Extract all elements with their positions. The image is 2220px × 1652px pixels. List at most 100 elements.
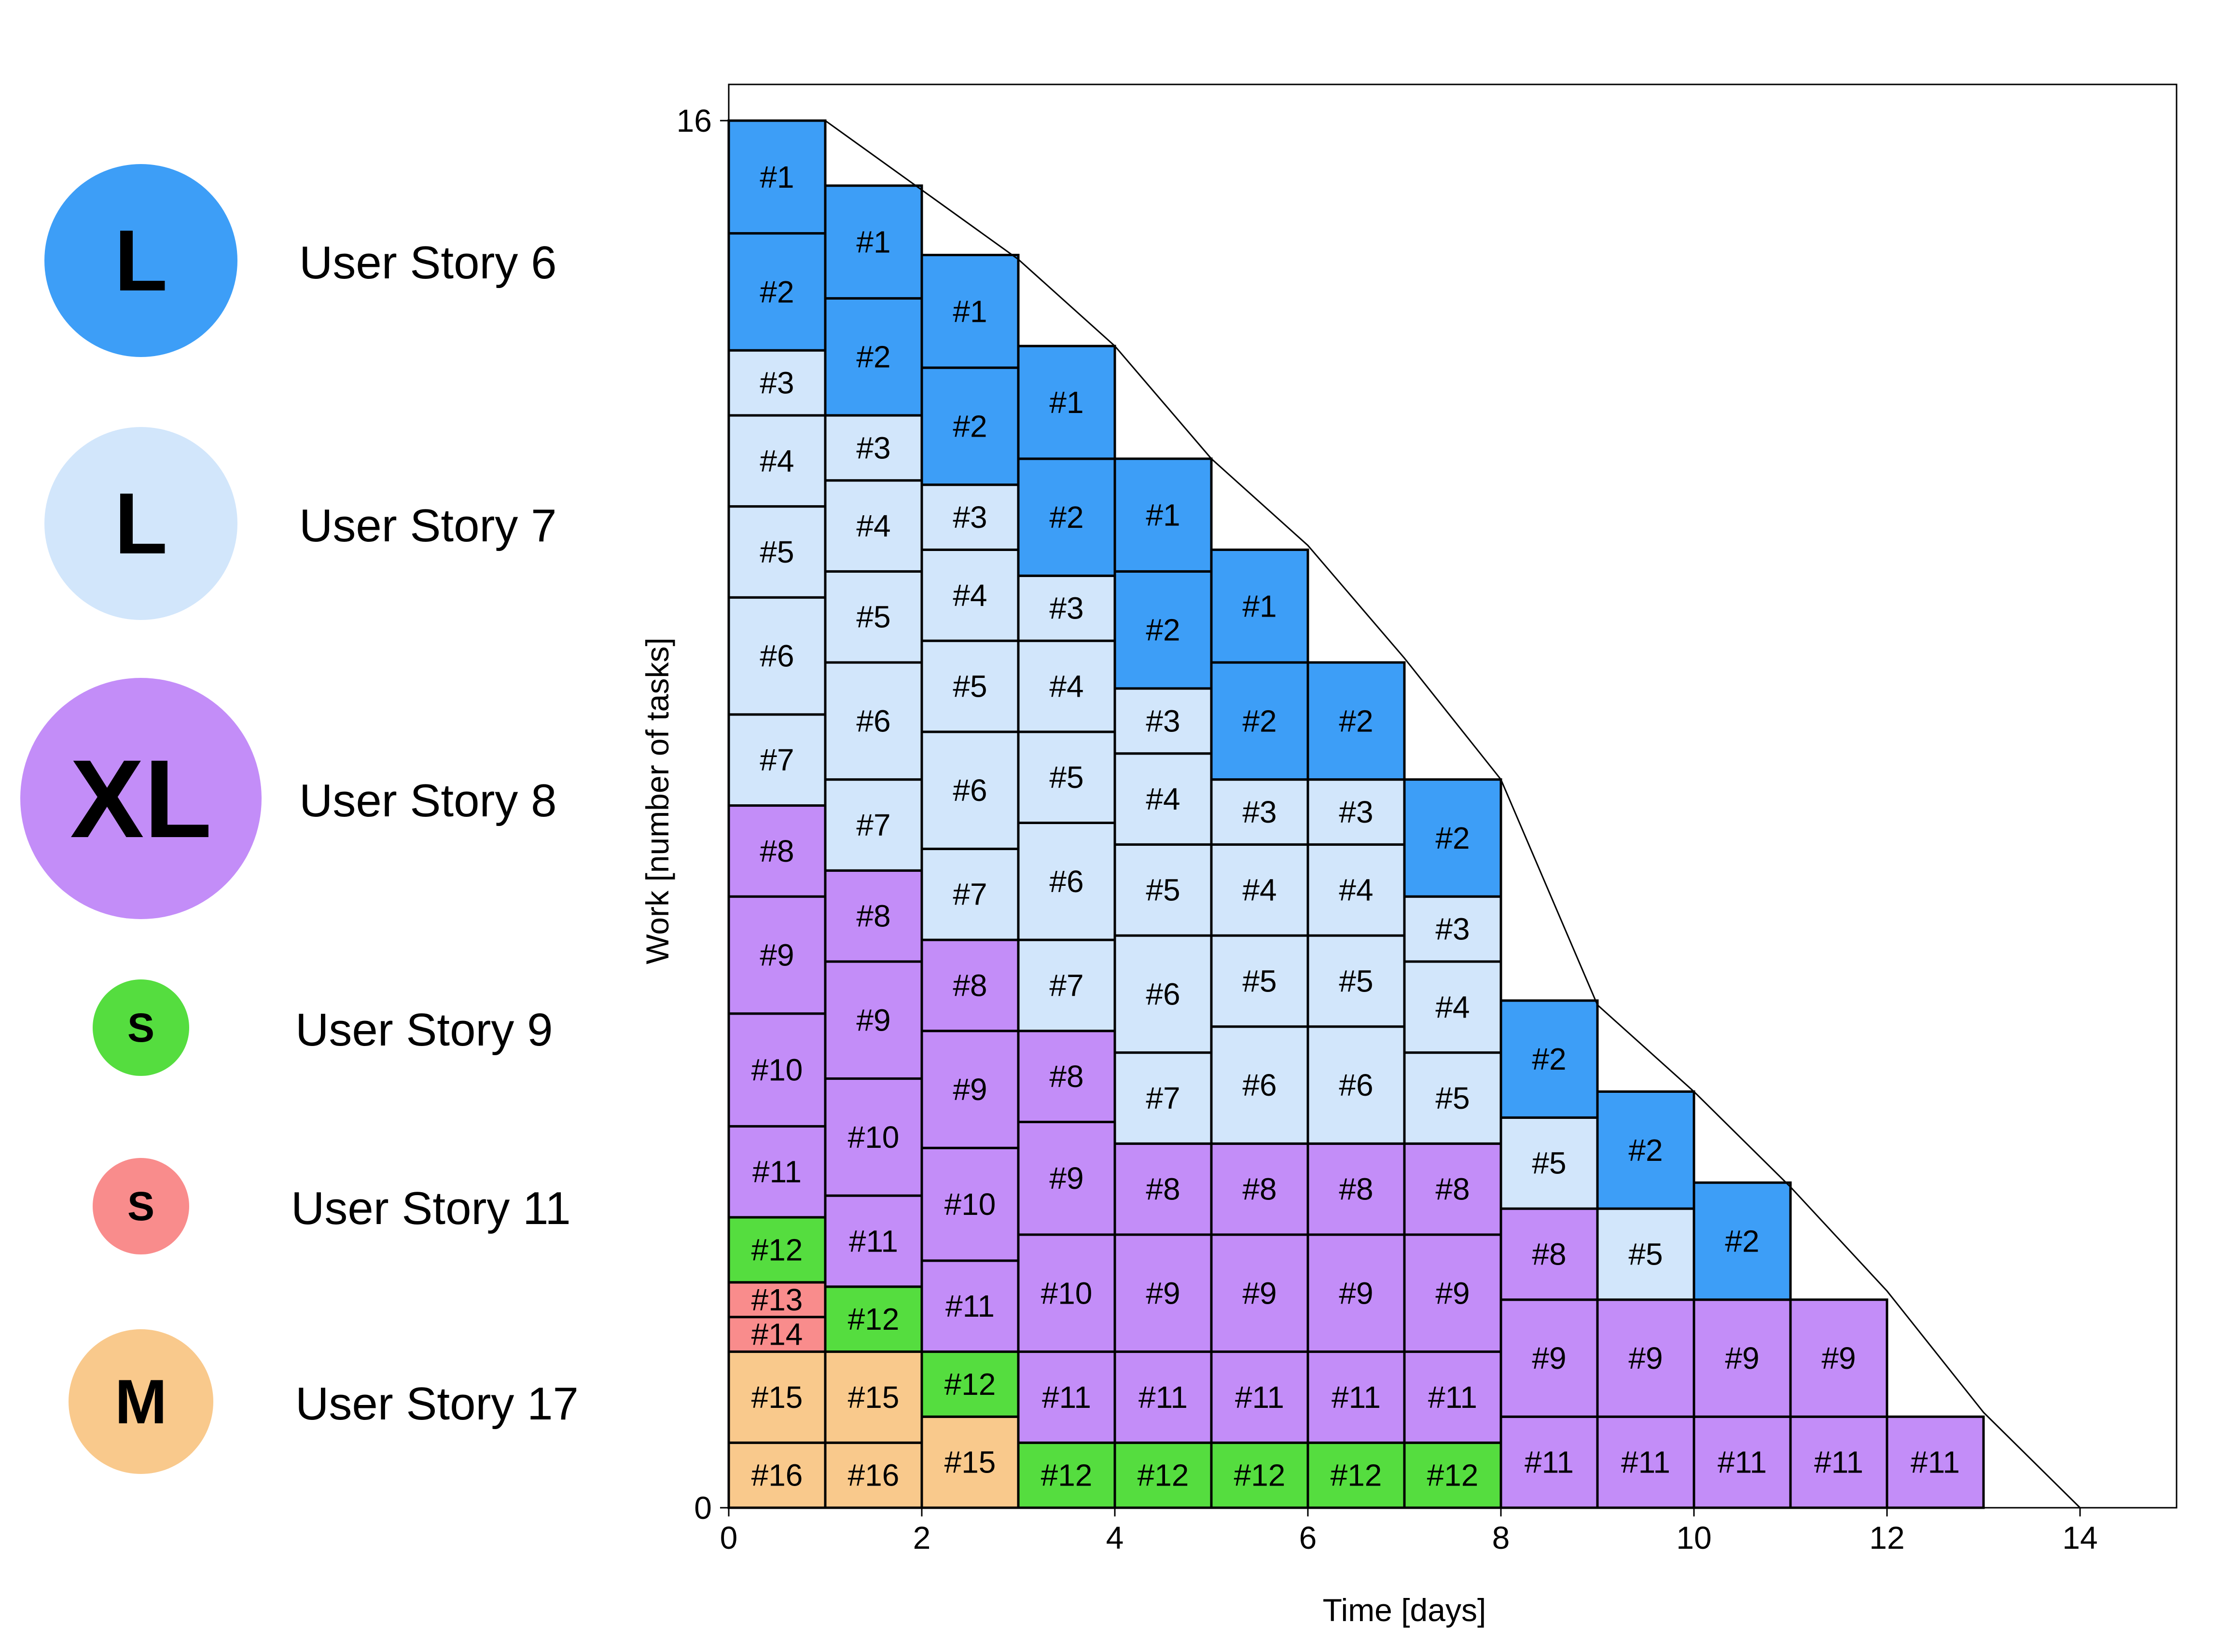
task-block-label: #1 [1049,385,1083,420]
task-block-label: #11 [1042,1380,1091,1415]
y-tick-label: 16 [677,103,712,138]
task-block-label: #2 [1532,1042,1566,1076]
task-block-label: #1 [856,225,890,260]
task-block-label: #2 [1049,500,1083,535]
task-block-label: #2 [1435,821,1470,855]
task-block [824,297,923,417]
task-block-label: #11 [1814,1445,1863,1480]
task-block [1017,1441,1116,1509]
task-block-label: #12 [1427,1458,1479,1493]
task-block [1306,843,1406,937]
trend-line [825,120,2081,1509]
task-block [920,639,1020,733]
task-block-label: #5 [1628,1237,1663,1271]
task-block [1499,1207,1599,1301]
legend-story-label: User Story 8 [299,775,557,826]
task-block-label: #8 [953,968,987,1003]
legend-size-badge: XL [20,678,262,919]
task-block [920,1146,1020,1262]
task-block-label: #6 [1339,1068,1373,1102]
task-block [1017,639,1116,733]
task-block [1306,1233,1406,1353]
task-block-label: #10 [751,1053,803,1088]
legend-story-label: User Story 7 [299,500,557,551]
task-block-label: #9 [1725,1341,1759,1376]
task-block [727,505,827,599]
task-block-label: #10 [848,1120,900,1155]
task-block-label: #3 [1049,591,1083,626]
task-block-label: #2 [1339,703,1373,738]
x-tick-label: 10 [1676,1520,1711,1556]
task-block-label: #9 [1146,1276,1180,1310]
task-block [1499,999,1599,1119]
task-block [1499,1298,1599,1418]
task-block [1113,934,1213,1054]
task-block [727,1350,827,1444]
task-block [824,1194,923,1288]
task-block-label: #4 [953,578,987,613]
task-block [1693,1298,1792,1418]
task-block-label: #6 [1049,864,1083,899]
task-block [1789,1415,1888,1509]
y-axis-ticks: 0 16 [677,103,729,1526]
task-block [1017,730,1116,824]
task-block-label: #12 [1138,1458,1189,1493]
task-block [1693,1181,1792,1301]
task-block-label: #8 [1339,1172,1373,1207]
task-block-label: #2 [760,275,794,309]
task-block-label: #12 [944,1367,996,1402]
task-block-label: #10 [944,1187,996,1222]
task-block-label: #2 [1146,613,1180,647]
x-axis-ticks: 0 2 4 6 8 10 12 14 [720,1508,2098,1556]
task-block [1210,1142,1309,1236]
legend-size-badge: S [93,979,189,1076]
task-block [1017,1233,1116,1353]
task-block-label: #8 [1435,1172,1470,1207]
task-block-label: #4 [1435,990,1470,1024]
task-block-label: #3 [1435,912,1470,947]
task-block-label: #9 [1049,1161,1083,1196]
task-block-label: #2 [1628,1133,1663,1168]
x-tick-label: 14 [2062,1520,2097,1556]
task-block-label: #8 [1049,1059,1083,1094]
task-block-label: #11 [945,1289,995,1323]
task-block-label: #9 [953,1072,987,1107]
task-block [1789,1298,1888,1418]
task-block [1210,548,1309,664]
task-block-label: #12 [751,1232,803,1267]
task-block [920,1259,1020,1353]
task-block [920,548,1020,642]
task-block-label: #1 [1146,498,1180,533]
x-tick-label: 8 [1492,1520,1510,1556]
task-blocks: #16 #15 #14#13 #12 #11 #10 #9 #8 #7 #6 #5 #4 #3 #2 #1 #… [727,119,1985,1509]
task-block-label: #5 [760,535,794,569]
task-block-label: #12 [848,1302,900,1336]
task-block-label: #5 [953,669,987,703]
task-block-label: #14 [751,1317,803,1352]
task-block-label: #6 [953,773,987,808]
task-block [1113,752,1213,846]
task-block-label: #12 [1331,1458,1382,1493]
legend-story-label: User Story 17 [295,1378,579,1430]
task-block [824,1285,923,1353]
task-block-label: #15 [944,1445,996,1480]
task-block-label: #9 [1435,1276,1470,1310]
legend-size-badge: L [44,164,237,357]
task-block-label: #5 [1532,1146,1566,1181]
x-tick-label: 0 [720,1520,738,1556]
y-tick-label: 0 [694,1490,712,1526]
task-block-label: #4 [1339,873,1373,908]
task-block-label: #8 [760,834,794,868]
legend-size-badge: M [69,1329,213,1474]
task-block [1210,778,1309,846]
task-block-label: #3 [953,500,987,535]
task-block-label: #7 [1049,968,1083,1003]
task-block-label: #8 [856,899,890,934]
task-block-label: #4 [760,443,794,478]
task-block [920,483,1020,551]
task-block-label: #13 [751,1282,803,1317]
task-block-label: #15 [751,1380,803,1415]
trend-line-layer [825,120,2081,1509]
task-block-label: #15 [848,1380,900,1415]
task-block-label: #9 [1821,1341,1856,1376]
